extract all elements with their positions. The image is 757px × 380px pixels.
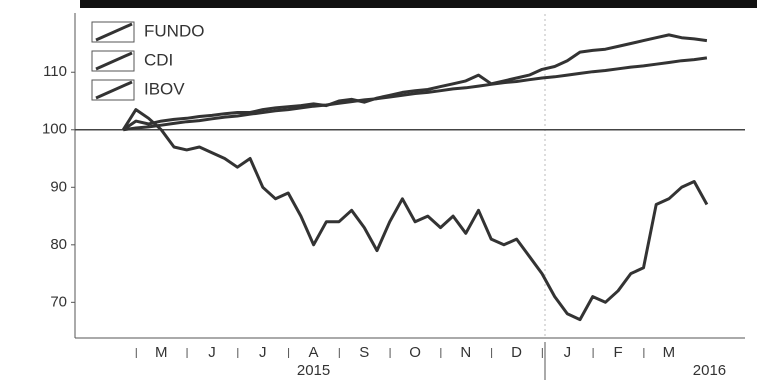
x-tick-label: J	[208, 344, 216, 361]
x-tick-label: M	[663, 344, 676, 361]
x-tick-label: F	[614, 344, 623, 361]
x-tick-label: J	[259, 344, 267, 361]
x-tick-label: D	[511, 344, 522, 361]
x-tick-label: M	[155, 344, 168, 361]
legend-label: FUNDO	[144, 21, 204, 40]
x-tick-label: N	[460, 344, 471, 361]
legend-swatch	[95, 22, 133, 42]
x-tick-label: A	[309, 344, 319, 361]
year-label: 2015	[297, 362, 330, 379]
legend-label: CDI	[144, 50, 173, 69]
legend-swatch	[95, 51, 133, 71]
year-label: 2016	[693, 362, 726, 379]
y-tick-label: 70	[50, 293, 67, 310]
series-line	[122, 56, 708, 132]
x-tick-label: O	[409, 344, 421, 361]
x-tick-label: S	[359, 344, 369, 361]
legend-swatch	[95, 80, 133, 100]
series-line	[122, 33, 708, 132]
legend-label: IBOV	[144, 79, 185, 98]
y-tick-label: 110	[43, 63, 67, 80]
series-line	[121, 108, 709, 322]
x-tick-label: J	[564, 344, 572, 361]
y-tick-label: 80	[50, 236, 67, 253]
title-bar	[80, 0, 757, 8]
y-tick-label: 90	[50, 178, 67, 195]
y-tick-label: 100	[42, 121, 67, 138]
